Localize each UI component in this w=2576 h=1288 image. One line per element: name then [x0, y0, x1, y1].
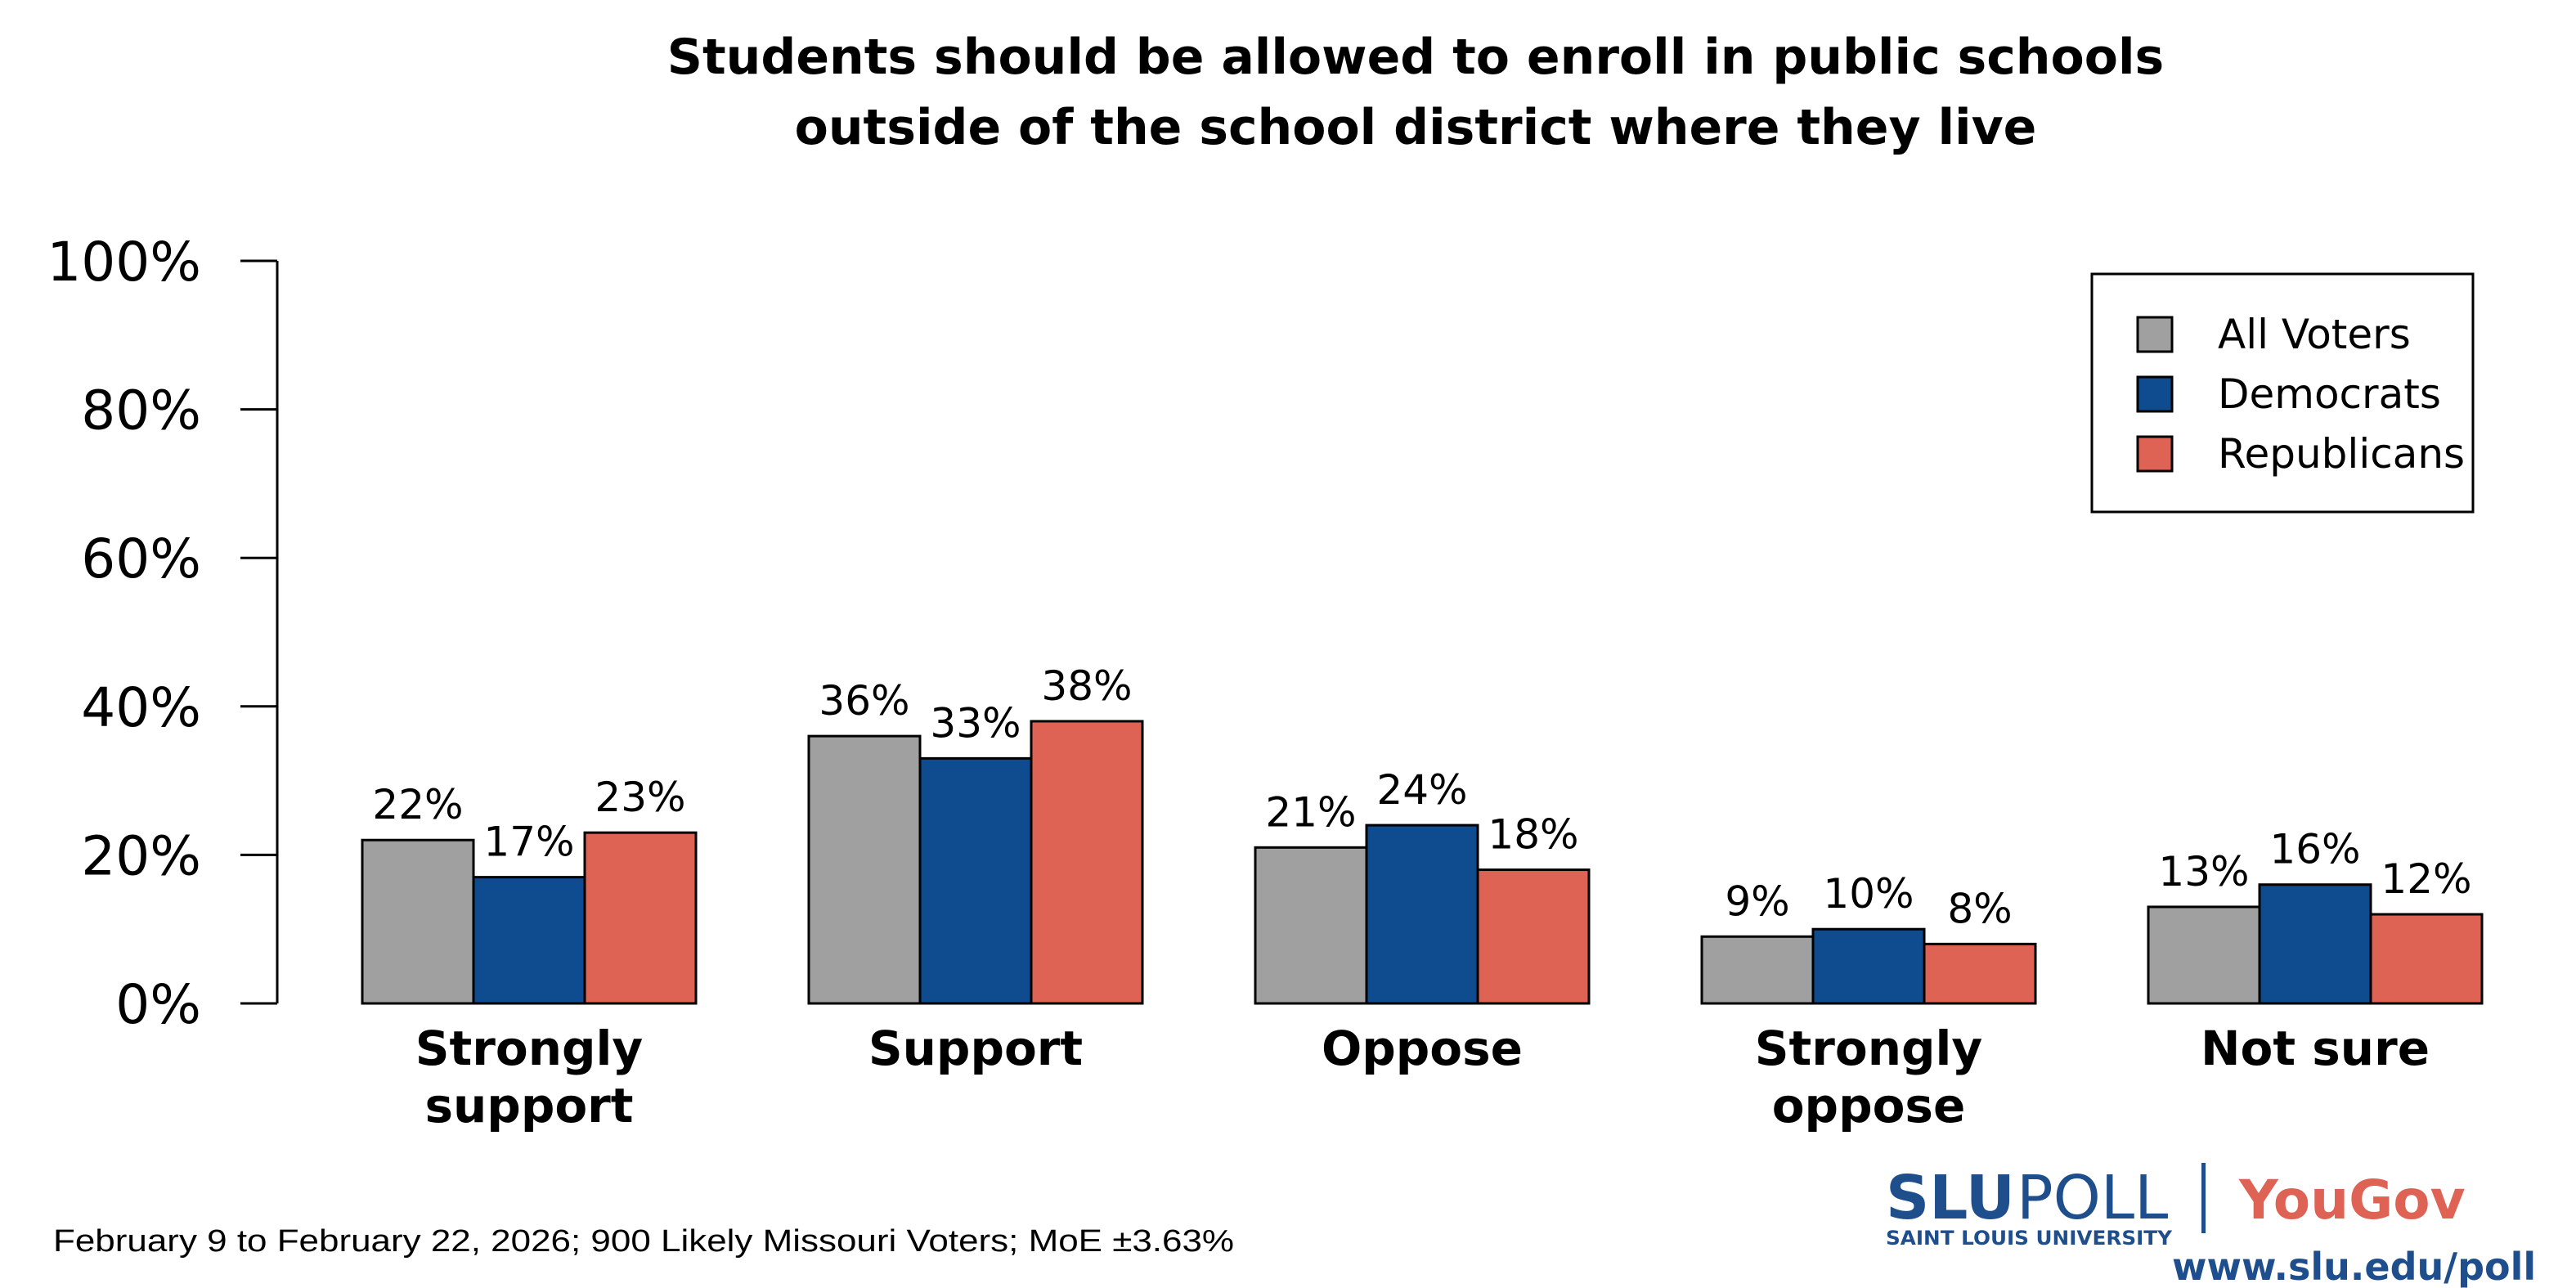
- bar-republicans: [583, 831, 698, 1005]
- logo-divider: [2201, 1163, 2206, 1233]
- y-tick-label: 0%: [115, 973, 201, 1036]
- bar-republicans: [1923, 942, 2037, 1005]
- bar-republicans: [1476, 868, 1591, 1005]
- legend: All Voters Democrats Republicans: [2090, 272, 2475, 514]
- y-tick-label: 80%: [81, 379, 201, 442]
- bar-all-voters: [807, 734, 922, 1005]
- y-tick-label: 40%: [81, 676, 201, 739]
- data-label: 24%: [1376, 766, 1467, 814]
- bar-all-voters: [1700, 935, 1815, 1005]
- y-tick-label: 60%: [81, 527, 201, 590]
- logo-slu: SLU: [1886, 1163, 2015, 1233]
- data-label: 22%: [372, 781, 463, 828]
- bar-all-voters: [1254, 846, 1368, 1005]
- bar-all-voters: [2147, 905, 2261, 1005]
- legend-label: Republicans: [2218, 430, 2465, 478]
- bar-democrats: [2258, 883, 2372, 1005]
- data-label: 16%: [2269, 826, 2360, 873]
- data-label: 23%: [595, 774, 685, 821]
- logo-url[interactable]: www.slu.edu/poll: [2172, 1245, 2536, 1288]
- bar-democrats: [1811, 927, 1926, 1005]
- y-tick-label: 100%: [47, 231, 201, 294]
- legend-label: All Voters: [2218, 311, 2411, 358]
- category-label: Support: [868, 1021, 1083, 1076]
- data-label: 12%: [2381, 855, 2471, 903]
- footer-note: February 9 to February 22, 2026; 900 Lik…: [53, 1224, 1234, 1259]
- bar-democrats: [918, 756, 1033, 1005]
- legend-swatch: [2136, 435, 2174, 473]
- bar-democrats: [472, 876, 586, 1005]
- legend-swatch: [2136, 375, 2174, 413]
- category-label: support: [424, 1078, 633, 1133]
- category-label: Oppose: [1322, 1021, 1523, 1076]
- data-label: 38%: [1041, 662, 1132, 710]
- legend-swatch: [2136, 316, 2174, 353]
- bar-republicans: [2369, 913, 2484, 1005]
- chart-title-line-2: outside of the school district where the…: [795, 99, 2037, 156]
- data-label: 18%: [1488, 811, 1578, 859]
- bar-republicans: [1030, 720, 1144, 1005]
- chart-title-line-1: Students should be allowed to enroll in …: [667, 29, 2164, 86]
- category-label: Strongly: [1755, 1021, 1982, 1076]
- y-axis: 0% 20% 40% 60% 80% 100%: [47, 231, 279, 1036]
- logo-university: SAINT LOUIS UNIVERSITY: [1886, 1227, 2173, 1250]
- legend-label: Democrats: [2218, 370, 2441, 418]
- category-label: oppose: [1772, 1078, 1966, 1133]
- slu-poll-logo: SLU POLL SAINT LOUIS UNIVERSITY YouGov w…: [1886, 1163, 2536, 1288]
- category-label: Not sure: [2201, 1021, 2430, 1076]
- y-tick-label: 20%: [81, 824, 201, 887]
- data-label: 36%: [819, 677, 909, 725]
- logo-yougov: YouGov: [2238, 1169, 2466, 1232]
- bars: 22% 17% 23% 36% 33% 38% 21% 24% 18% 9% 10% 8% 13% 16%…: [361, 662, 2484, 1005]
- data-label: 10%: [1823, 870, 1914, 918]
- data-label: 9%: [1725, 877, 1789, 925]
- data-label: 33%: [930, 699, 1021, 747]
- data-label: 21%: [1265, 788, 1356, 836]
- data-label: 8%: [1947, 885, 2012, 932]
- category-label: Strongly: [415, 1021, 643, 1076]
- bar-democrats: [1365, 824, 1479, 1005]
- bar-all-voters: [361, 838, 475, 1005]
- data-label: 13%: [2158, 848, 2249, 895]
- data-label: 17%: [483, 819, 574, 866]
- logo-poll: POLL: [2017, 1163, 2168, 1233]
